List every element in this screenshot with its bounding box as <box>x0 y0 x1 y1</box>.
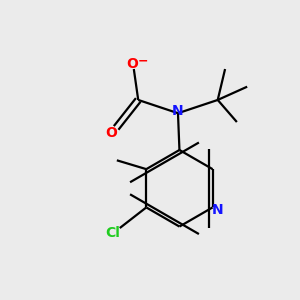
Text: −: − <box>137 54 148 67</box>
Text: O: O <box>126 57 138 71</box>
Text: Cl: Cl <box>105 226 120 240</box>
Text: N: N <box>172 104 184 118</box>
Text: N: N <box>212 203 224 217</box>
Text: O: O <box>105 126 117 140</box>
